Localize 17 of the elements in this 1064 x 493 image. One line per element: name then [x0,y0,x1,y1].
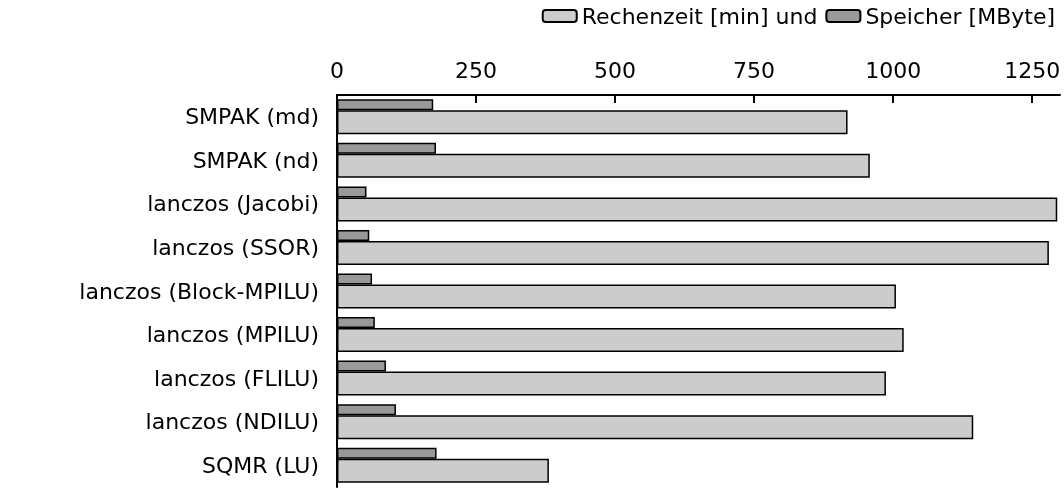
y-tick-label: lanczos (Jacobi) [147,191,319,217]
x-tick-label: 0 [330,57,344,83]
legend-label: Rechenzeit [min] und [581,3,818,29]
legend-label: Speicher [MByte] [865,3,1056,29]
y-tick-label: lanczos (Block-MPILU) [79,278,319,304]
y-tick-label: SMPAK (md) [185,104,319,130]
y-tick-label: lanczos (SSOR) [152,234,319,260]
x-tick-label: 1000 [865,57,922,83]
x-tick-label: 1250 [1004,57,1061,83]
y-tick-label: lanczos (MPILU) [146,322,319,348]
y-tick-label: lanczos (NDILU) [145,409,319,435]
x-tick-label: 750 [733,57,776,83]
y-tick-label: SQMR (LU) [202,452,319,478]
x-tick-label: 500 [594,57,637,83]
y-tick-label: lanczos (FLILU) [154,365,319,391]
y-tick-label: SMPAK (nd) [192,147,319,173]
x-tick-label: 250 [455,57,498,83]
